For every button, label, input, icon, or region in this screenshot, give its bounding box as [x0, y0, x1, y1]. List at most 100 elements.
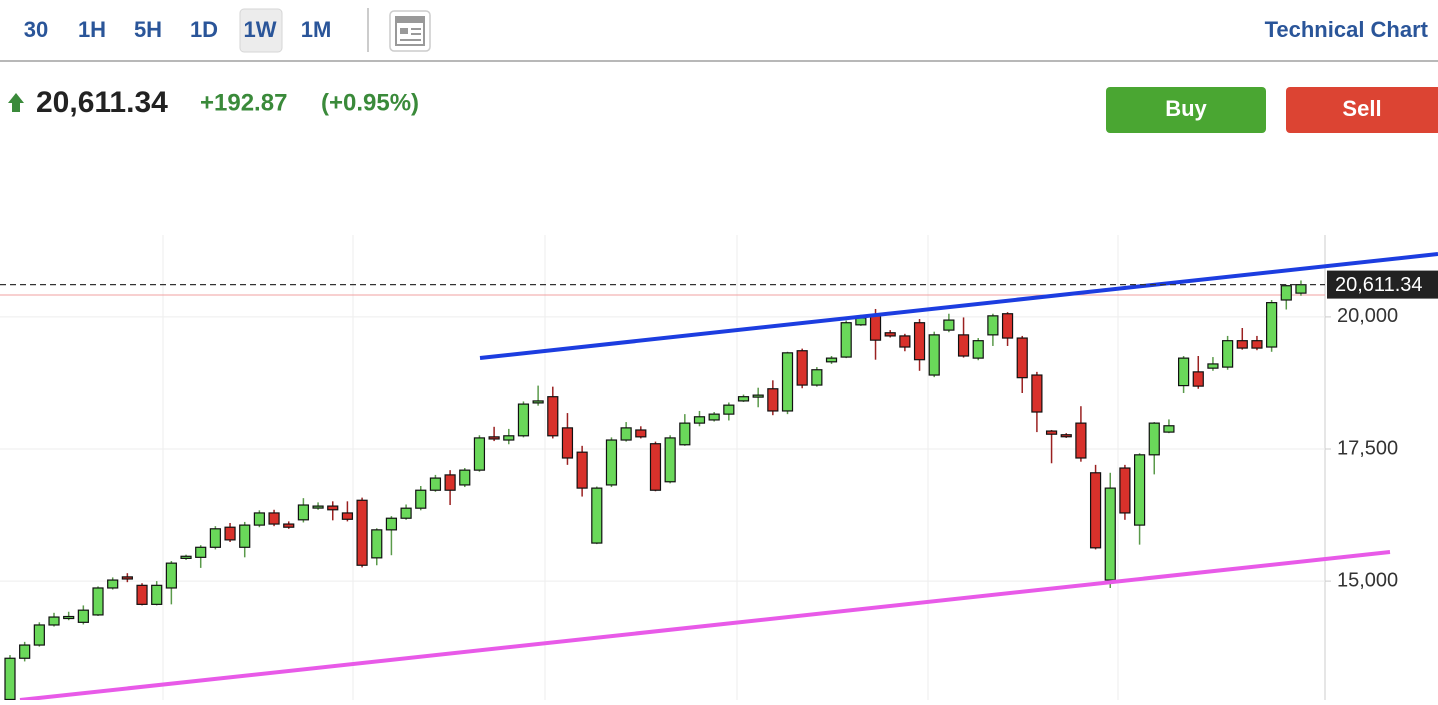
candle-body: [884, 332, 896, 337]
price: 20,611.34: [36, 86, 168, 119]
candle-body: [19, 644, 31, 659]
candle-body: [987, 315, 999, 336]
candle-body: [77, 609, 89, 623]
candle-body: [693, 416, 706, 424]
candle-body: [767, 388, 779, 412]
candle-body: [121, 576, 133, 580]
candle-body: [664, 437, 676, 483]
candle-body: [1251, 340, 1263, 349]
candle-body: [1295, 284, 1307, 294]
candle-body: [1045, 430, 1058, 435]
candle-body: [283, 523, 295, 528]
candle-body: [679, 422, 691, 446]
candle-body: [1031, 374, 1043, 413]
chart-link[interactable]: Technical Chart: [1265, 17, 1429, 42]
candle-body: [796, 350, 808, 386]
candle-body: [1089, 472, 1102, 549]
candle-body: [737, 396, 750, 402]
buy-button[interactable]: Buy: [1106, 87, 1266, 133]
upper-trendline: [479, 252, 1438, 360]
candle-body: [92, 587, 104, 616]
candle-body: [869, 315, 882, 341]
candle-body: [957, 334, 970, 357]
active-interval-bg: [239, 8, 283, 53]
candle-body: [180, 555, 192, 559]
candle-body: [1133, 454, 1146, 526]
candle-body: [1119, 467, 1131, 514]
candle-body: [811, 369, 823, 386]
candle-body: [1148, 422, 1160, 456]
candle-body: [899, 335, 911, 348]
candle-body: [195, 546, 207, 558]
candle-body: [913, 322, 926, 361]
candle-body: [1163, 425, 1175, 433]
layout-icon[interactable]: [389, 10, 431, 52]
plot: [0, 280, 1331, 701]
candle-body: [1001, 313, 1014, 339]
candle-body: [1207, 363, 1219, 369]
candle-body: [1177, 357, 1190, 387]
candle-body: [1222, 340, 1234, 368]
candle-body: [165, 562, 177, 589]
candle-body: [151, 584, 163, 605]
candle-body: [517, 403, 530, 437]
candle-body: [341, 512, 354, 520]
candle-body: [943, 319, 955, 331]
sell-button[interactable]: Sell: [1286, 87, 1438, 133]
buy-label[interactable]: Buy: [1165, 96, 1207, 121]
candle-body: [649, 443, 662, 491]
candle-body: [620, 427, 632, 441]
candle-body: [635, 429, 647, 438]
candle-body: [136, 584, 148, 605]
candle-body: [972, 340, 984, 359]
candle-body: [1075, 422, 1087, 459]
candle-body: [224, 526, 236, 541]
up-arrow: [8, 93, 24, 112]
candle-body: [473, 437, 486, 471]
y-tick-label: 15,000: [1337, 569, 1398, 591]
candle-body: [752, 394, 764, 398]
candle-body: [708, 413, 720, 421]
interval-button[interactable]: 1W: [244, 17, 277, 42]
candle-body: [48, 616, 60, 626]
interval-button[interactable]: 1D: [190, 17, 218, 42]
candle-body: [576, 451, 588, 489]
candle-body: [356, 499, 368, 566]
candle-body: [825, 357, 838, 363]
candle-body: [840, 322, 852, 358]
candle-body: [591, 487, 603, 544]
candle-body: [444, 474, 456, 491]
interval-button[interactable]: 1M: [301, 17, 332, 42]
candle-body: [459, 469, 471, 486]
candle-body: [781, 352, 794, 412]
candle-body: [371, 529, 383, 559]
candle-body: [547, 396, 559, 437]
candle-body: [1104, 487, 1116, 581]
candle-body: [327, 505, 339, 511]
candle-body: [928, 334, 940, 376]
candle-body: [1016, 337, 1028, 379]
candle-body: [723, 404, 735, 415]
candle-body: [239, 524, 251, 548]
candle-body: [1236, 340, 1248, 349]
lower-trendline: [19, 550, 1391, 702]
last-price-label: 20,611.34: [1335, 274, 1423, 296]
candle-body: [1192, 371, 1204, 387]
candle-body: [488, 436, 500, 440]
candle-body: [385, 517, 398, 531]
interval-button[interactable]: 5H: [134, 17, 162, 42]
y-tick-label: 17,500: [1337, 437, 1398, 459]
interval-button[interactable]: 30: [24, 17, 48, 42]
interval-button[interactable]: 1H: [78, 17, 106, 42]
candle-body: [107, 579, 119, 589]
candle-body: [63, 615, 75, 620]
candle-body: [1060, 434, 1072, 438]
y-tick-label: 20,000: [1337, 305, 1398, 327]
candle-body: [1266, 302, 1278, 348]
candle-body: [605, 439, 618, 486]
last-price-box: [1327, 270, 1438, 299]
sell-label[interactable]: Sell: [1342, 96, 1381, 121]
candle-body: [561, 427, 574, 459]
candle-body: [400, 507, 412, 519]
